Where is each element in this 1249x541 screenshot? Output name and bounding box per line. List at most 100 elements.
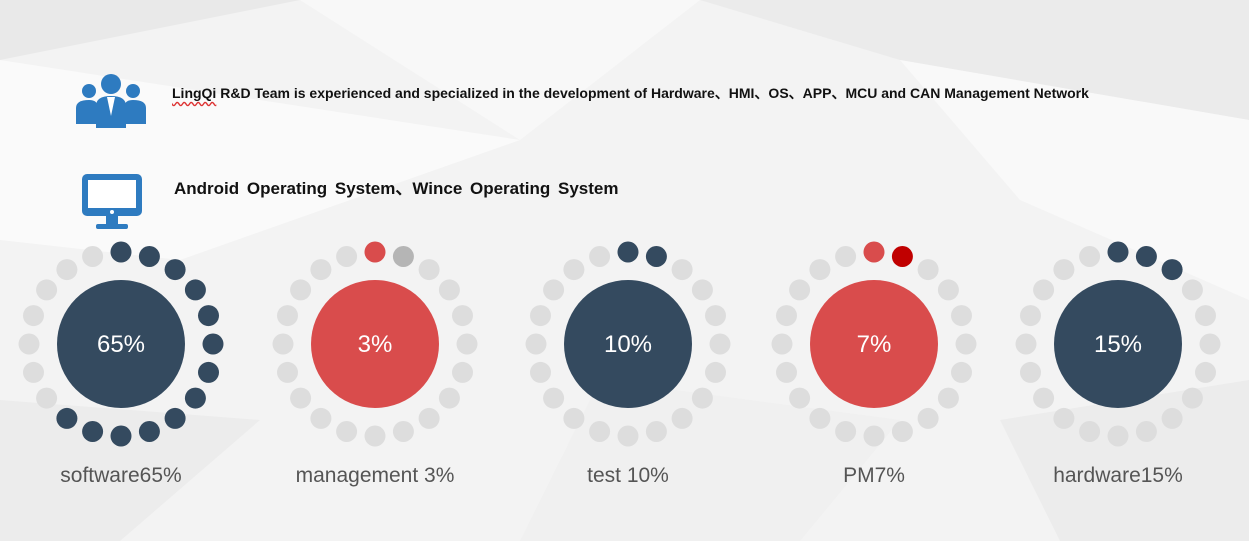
track-dot <box>1107 425 1129 447</box>
donut-core <box>1054 280 1182 408</box>
value-dot <box>364 241 386 263</box>
value-dot <box>82 421 104 442</box>
track-dot <box>691 387 713 409</box>
track-dot <box>1079 246 1101 267</box>
track-dot <box>589 246 611 267</box>
track-dot <box>336 421 358 442</box>
track-dot <box>691 279 713 301</box>
value-dot <box>184 387 206 409</box>
value-dot <box>198 361 219 383</box>
track-dot <box>452 305 473 327</box>
track-dot <box>1195 361 1216 383</box>
track-dot <box>438 279 460 301</box>
donut-software: 65% <box>18 241 224 447</box>
track-dot <box>452 361 473 383</box>
track-dot <box>36 387 58 409</box>
track-dot <box>1161 407 1183 429</box>
track-dot <box>1053 259 1075 281</box>
track-dot <box>530 305 551 327</box>
center-value-label: 7% <box>857 331 892 358</box>
value-dot <box>184 279 206 301</box>
monitor-icon <box>82 174 142 229</box>
track-dot <box>645 421 667 442</box>
value-dot <box>645 246 667 267</box>
track-dot <box>18 333 40 355</box>
track-dot <box>776 305 797 327</box>
track-dot <box>418 407 440 429</box>
track-dot <box>438 387 460 409</box>
track-dot <box>23 361 44 383</box>
track-dot <box>891 421 913 442</box>
center-value-label: 15% <box>1094 331 1142 358</box>
donut-hardware: 15% <box>1015 241 1221 447</box>
center-value-label: 65% <box>97 331 145 358</box>
track-dot <box>1199 333 1221 355</box>
donut-management: 3% <box>272 241 478 447</box>
track-dot <box>310 407 332 429</box>
team-people-icon <box>76 74 146 128</box>
track-dot <box>563 407 585 429</box>
track-dot <box>951 361 972 383</box>
value-dot <box>56 407 78 429</box>
value-dot <box>110 241 132 263</box>
track-dot <box>336 246 358 267</box>
track-dot <box>1079 421 1101 442</box>
track-dot <box>456 333 478 355</box>
value-dot <box>164 259 186 281</box>
track-dot <box>23 305 44 327</box>
track-dot <box>589 421 611 442</box>
track-dot <box>809 259 831 281</box>
track-dot <box>937 279 959 301</box>
value-dot <box>1161 259 1183 281</box>
category-label: PM7% <box>843 464 905 487</box>
track-dot <box>671 259 693 281</box>
brand-name: LingQi <box>172 85 217 101</box>
track-dot <box>418 259 440 281</box>
track-dot <box>917 407 939 429</box>
donut-core <box>311 280 439 408</box>
track-dot <box>530 361 551 383</box>
center-value-label: 10% <box>604 331 652 358</box>
center-value-label: 3% <box>358 331 393 358</box>
track-dot <box>543 279 565 301</box>
track-dot <box>36 279 58 301</box>
track-dot <box>310 259 332 281</box>
donut-pm: 7% <box>771 241 977 447</box>
track-dot <box>917 259 939 281</box>
track-dot <box>1015 333 1037 355</box>
value-dot <box>138 246 160 267</box>
donut-core <box>564 280 692 408</box>
track-dot <box>835 246 857 267</box>
category-label: hardware15% <box>1053 464 1183 487</box>
track-dot <box>771 333 793 355</box>
value-dot <box>617 241 639 263</box>
value-dot <box>110 425 132 447</box>
track-dot <box>955 333 977 355</box>
category-label: software65% <box>60 464 182 487</box>
track-dot <box>776 361 797 383</box>
value-dot <box>1135 246 1157 267</box>
track-dot <box>671 407 693 429</box>
track-dot <box>364 425 386 447</box>
track-dot <box>863 425 885 447</box>
track-dot <box>809 407 831 429</box>
track-dot <box>1135 421 1157 442</box>
track-dot <box>563 259 585 281</box>
track-dot <box>272 333 294 355</box>
team-intro-text: LingQi R&D Team is experienced and speci… <box>172 83 1089 103</box>
value-dot <box>138 421 160 442</box>
track-dot <box>82 246 104 267</box>
value-dot <box>198 305 219 327</box>
track-dot <box>56 259 78 281</box>
donut-core <box>810 280 938 408</box>
track-dot <box>543 387 565 409</box>
track-dot <box>1033 387 1055 409</box>
track-dot <box>891 246 913 267</box>
value-dot <box>1107 241 1129 263</box>
donut-core <box>57 280 185 408</box>
track-dot <box>392 246 414 267</box>
track-dot <box>951 305 972 327</box>
intro-body: R&D Team is experienced and specialized … <box>216 85 1089 101</box>
category-label: management 3% <box>295 464 455 487</box>
